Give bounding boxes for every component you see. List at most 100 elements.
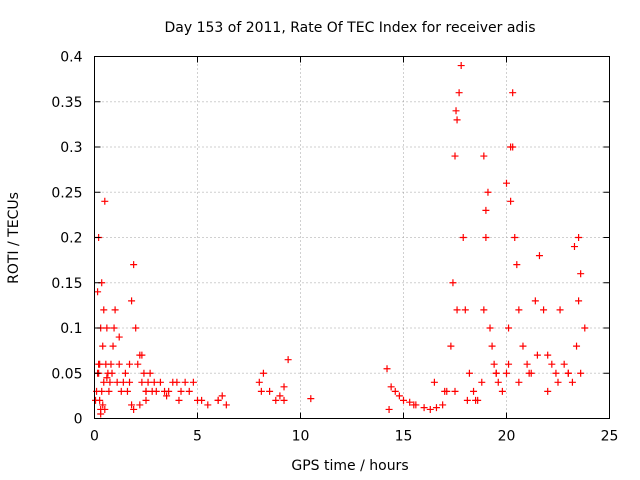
data-point — [391, 387, 399, 395]
data-point — [105, 387, 113, 395]
data-point — [515, 378, 523, 386]
data-point — [515, 306, 523, 314]
data-point — [523, 360, 531, 368]
y-tick-label: 0.2 — [60, 231, 82, 247]
data-point — [577, 270, 585, 278]
data-point — [383, 365, 391, 373]
data-point — [568, 378, 576, 386]
y-tick-label: 0.35 — [51, 95, 82, 111]
chart-title: Day 153 of 2011, Rate Of TEC Index for r… — [164, 20, 535, 36]
data-point — [95, 360, 103, 368]
data-point — [531, 297, 539, 305]
data-point — [130, 405, 138, 413]
data-point — [257, 387, 265, 395]
data-point — [575, 234, 583, 241]
data-point — [101, 197, 109, 205]
data-point — [457, 62, 465, 70]
data-point — [181, 378, 189, 386]
data-point — [204, 401, 212, 409]
data-point — [452, 107, 460, 115]
data-point — [121, 369, 129, 377]
data-point — [544, 351, 552, 359]
data-point — [146, 369, 154, 377]
data-point — [544, 387, 552, 395]
data-point — [177, 387, 185, 395]
data-point — [307, 395, 315, 403]
data-point — [100, 378, 108, 386]
data-point — [109, 342, 117, 350]
y-tick-label: 0.25 — [51, 185, 82, 201]
data-point — [189, 378, 197, 386]
data-point — [564, 369, 572, 377]
data-point — [108, 369, 116, 377]
data-point — [134, 360, 142, 368]
data-point — [577, 369, 585, 377]
data-point — [492, 369, 500, 377]
data-point — [478, 378, 486, 386]
x-tick-label: 15 — [395, 429, 413, 445]
data-point — [117, 387, 125, 395]
data-point — [451, 152, 459, 160]
data-point — [259, 369, 267, 377]
y-tick-label: 0.15 — [51, 276, 82, 292]
plot-frame — [94, 56, 610, 419]
data-point — [573, 342, 581, 350]
data-point — [488, 342, 496, 350]
data-point — [395, 392, 403, 400]
data-point — [406, 398, 414, 406]
x-tick-label: 20 — [498, 429, 516, 445]
data-point — [482, 234, 490, 241]
data-point — [447, 342, 455, 350]
x-axis-ticks: 0 5 10 15 20 25 — [90, 56, 618, 445]
data-point — [284, 356, 292, 364]
data-point — [552, 369, 560, 377]
data-point — [420, 404, 428, 412]
data-point — [507, 197, 515, 205]
data-point — [106, 378, 114, 386]
data-point — [484, 188, 492, 196]
x-tick-label: 10 — [292, 429, 310, 445]
data-point — [255, 378, 263, 386]
data-point — [556, 306, 564, 314]
data-point — [560, 360, 568, 368]
x-tick-label: 0 — [90, 429, 99, 445]
data-point — [110, 324, 118, 332]
data-point — [507, 143, 515, 151]
y-tick-label: 0.4 — [60, 50, 82, 66]
data-point — [432, 404, 440, 412]
data-point — [138, 351, 146, 359]
data-point — [511, 234, 519, 241]
data-point — [439, 401, 447, 409]
data-point — [103, 324, 111, 332]
data-point — [426, 405, 434, 413]
data-point — [470, 387, 478, 395]
data-point — [97, 405, 105, 413]
data-point — [266, 387, 274, 395]
data-point — [503, 369, 510, 377]
data-point — [126, 378, 134, 386]
y-tick-label: 0 — [74, 412, 83, 428]
data-point — [98, 387, 106, 395]
data-point — [455, 89, 463, 97]
data-point — [463, 396, 471, 404]
data-point — [453, 306, 461, 314]
data-point — [441, 387, 449, 395]
x-axis-label: GPS time / hours — [291, 458, 408, 474]
y-tick-label: 0.3 — [60, 140, 82, 156]
data-point — [513, 261, 521, 269]
data-point — [130, 261, 138, 269]
data-point — [498, 387, 506, 395]
x-tick-label: 5 — [193, 429, 202, 445]
data-point — [494, 378, 502, 386]
data-point — [152, 387, 160, 395]
data-point — [144, 378, 152, 386]
data-point — [218, 392, 226, 400]
data-point — [461, 306, 469, 314]
data-point — [472, 396, 480, 404]
y-tick-label: 0.1 — [60, 321, 82, 337]
data-point — [575, 297, 583, 305]
data-point — [126, 360, 134, 368]
grid — [94, 56, 610, 419]
data-point — [142, 396, 150, 404]
